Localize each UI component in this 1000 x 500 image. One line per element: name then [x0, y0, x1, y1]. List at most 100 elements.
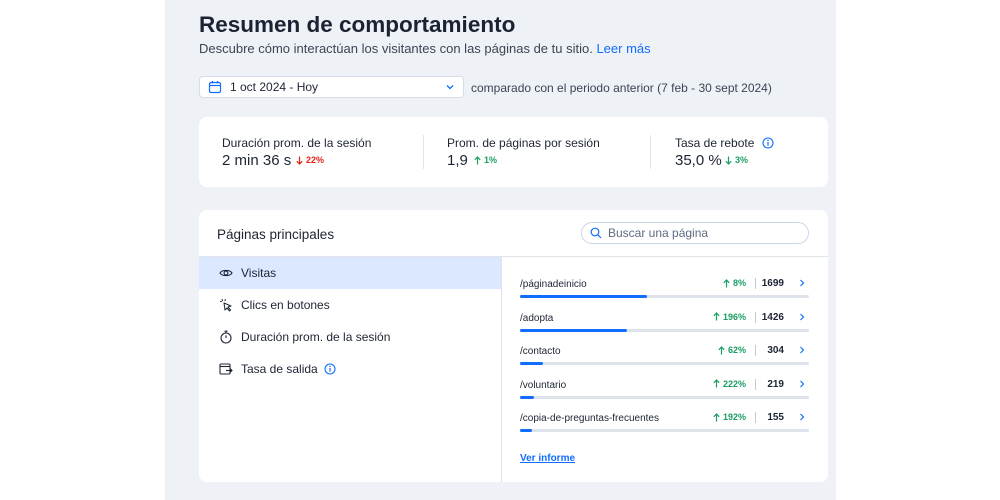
top-pages-card: Páginas principales Visitas [199, 210, 828, 482]
date-range-value: 1 oct 2024 - Hoy [230, 80, 319, 94]
share-bar-fill [520, 328, 627, 332]
separator [755, 311, 756, 323]
behavior-panel: Resumen de comportamiento Descubre cómo … [165, 0, 836, 500]
page-path: /contacto [520, 346, 561, 357]
list-item[interactable]: /voluntario 222% 219 [502, 358, 828, 399]
page-path: /copia-de-preguntas-frecuentes [520, 413, 659, 424]
change-value: 196% [722, 311, 746, 322]
page-path: /voluntario [520, 379, 567, 391]
visit-count: 304 [767, 345, 784, 356]
separator [755, 345, 756, 356]
menu-item-exit-rate[interactable]: Tasa de salida [199, 353, 501, 385]
chevron-down-icon [446, 85, 454, 90]
search-icon [590, 227, 602, 239]
chevron-right-icon[interactable] [798, 412, 806, 422]
stat-label: Duración prom. de la sesión [222, 136, 372, 150]
view-report-link[interactable]: Ver informe [520, 453, 576, 464]
top-pages-list: /páginadeinicio 8% 1699 /adopta 196% 142… [502, 257, 828, 432]
change-percent: 196% [713, 312, 746, 322]
visit-count: 1426 [761, 311, 784, 323]
arrow-up-icon [713, 412, 720, 421]
share-bar [520, 395, 809, 399]
column-divider [501, 256, 502, 482]
stat-trend: 22% [296, 155, 324, 165]
change-percent: 222% [713, 379, 746, 389]
menu-item-button-clicks[interactable]: Clics en botones [199, 289, 501, 321]
arrow-up-icon [723, 278, 730, 287]
menu-item-label: Clics en botones [241, 298, 330, 312]
search-input[interactable] [608, 226, 788, 240]
arrow-up-icon [474, 155, 481, 164]
change-value: 62% [727, 345, 746, 355]
metric-menu: Visitas Clics en botones Duració [199, 257, 501, 385]
top-pages-title: Páginas principales [217, 227, 335, 242]
share-bar-fill [520, 362, 544, 365]
stat-trend-value: 1% [484, 155, 498, 165]
calendar-icon [208, 81, 222, 94]
list-item[interactable]: /copia-de-preguntas-frecuentes 192% 155 [502, 391, 828, 432]
stat-value: 2 min 36 s [222, 152, 292, 169]
date-range-select[interactable]: 1 oct 2024 - Hoy [199, 76, 464, 98]
arrow-up-icon [713, 379, 720, 388]
page-path: /adopta [520, 312, 554, 324]
visit-count: 1699 [761, 278, 784, 289]
exit-icon [219, 363, 233, 375]
page-subtitle: Descubre cómo interactúan los visitantes… [199, 41, 651, 56]
list-item[interactable]: /páginadeinicio 8% 1699 [502, 257, 828, 298]
change-percent: 62% [718, 345, 746, 355]
stat-value: 35,0 % [675, 152, 722, 169]
arrow-down-icon [725, 156, 732, 165]
share-bar [520, 429, 809, 432]
share-bar [520, 328, 809, 332]
change-percent: 192% [713, 412, 746, 422]
chevron-right-icon[interactable] [798, 345, 806, 355]
chevron-right-icon[interactable] [798, 379, 806, 389]
stat-trend-value: 22% [306, 155, 325, 165]
share-bar-fill [520, 395, 535, 399]
visit-count: 219 [767, 378, 784, 390]
stat-label: Tasa de rebote [675, 136, 774, 150]
menu-item-visits[interactable]: Visitas [199, 257, 501, 289]
change-percent: 8% [723, 278, 746, 288]
arrow-up-icon [718, 345, 725, 354]
share-bar [520, 362, 809, 365]
card-divider [199, 256, 828, 257]
info-icon[interactable] [762, 137, 774, 149]
menu-item-session-duration[interactable]: Duración prom. de la sesión [199, 321, 501, 353]
info-icon[interactable] [324, 363, 336, 375]
change-value: 8% [732, 278, 746, 288]
stat-trend: 3% [725, 155, 748, 165]
cursor-click-icon [219, 298, 232, 312]
separator [755, 278, 756, 289]
visit-count: 155 [767, 412, 784, 423]
stat-divider [423, 135, 424, 169]
page-title: Resumen de comportamiento [199, 12, 516, 37]
separator [755, 378, 756, 390]
arrow-up-icon [713, 312, 720, 321]
stat-label-text: Tasa de rebote [675, 136, 755, 150]
page-search[interactable] [581, 222, 809, 244]
list-item[interactable]: /adopta 196% 1426 [502, 291, 828, 332]
learn-more-link[interactable]: Leer más [596, 41, 651, 56]
list-item[interactable]: /contacto 62% 304 [502, 324, 828, 365]
stats-card: Duración prom. de la sesión 2 min 36 s 2… [199, 117, 828, 187]
menu-item-label: Visitas [241, 266, 277, 280]
stat-divider [650, 135, 651, 169]
page-path: /páginadeinicio [520, 279, 587, 290]
chevron-right-icon[interactable] [798, 278, 806, 288]
eye-icon [219, 269, 233, 277]
stat-label: Prom. de páginas por sesión [447, 136, 600, 150]
comparison-text: comparado con el periodo anterior (7 feb… [471, 81, 772, 95]
stopwatch-icon [220, 330, 232, 344]
change-value: 222% [722, 378, 746, 389]
stat-value: 1,9 [447, 152, 468, 169]
share-bar-fill [520, 295, 648, 298]
subtitle-text: Descubre cómo interactúan los visitantes… [199, 41, 593, 56]
stat-trend-value: 3% [735, 155, 749, 165]
chevron-right-icon[interactable] [798, 312, 806, 322]
share-bar-fill [520, 429, 532, 432]
arrow-down-icon [296, 156, 303, 165]
menu-item-label: Tasa de salida [241, 362, 318, 376]
menu-item-label: Duración prom. de la sesión [241, 330, 391, 344]
stat-trend: 1% [474, 155, 497, 165]
